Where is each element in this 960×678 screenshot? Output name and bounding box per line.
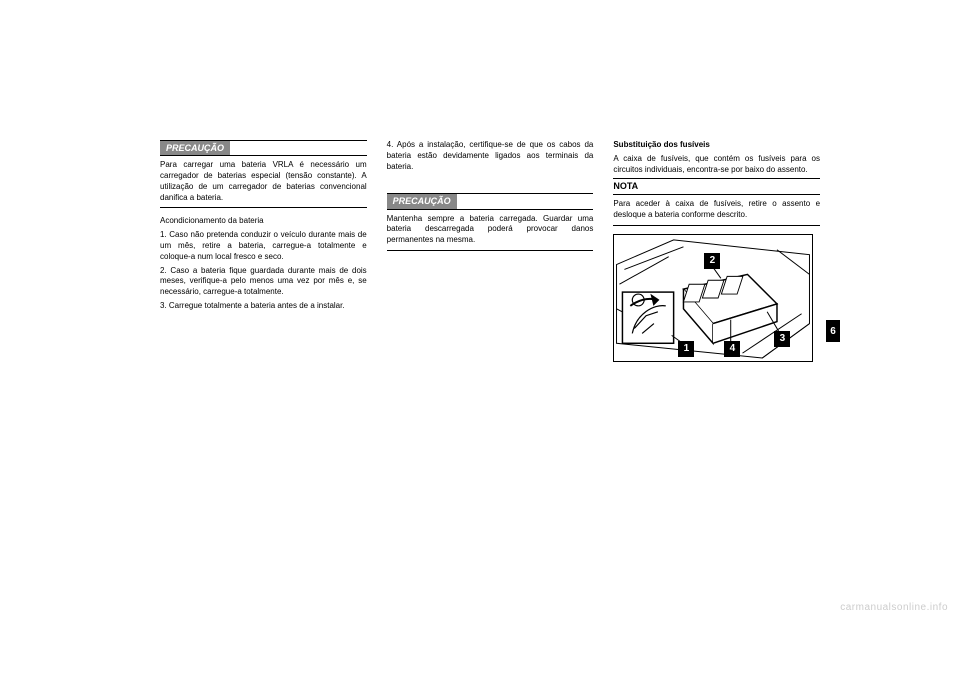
list-item: 2. Caso a bateria fique guardada durante… — [160, 266, 367, 298]
figure-callout-number: 1 — [678, 341, 694, 357]
body-text: Para aceder à caixa de fusíveis, retire … — [613, 199, 820, 221]
chapter-tab: 6 — [826, 320, 840, 342]
body-text: A caixa de fusíveis, que contém os fusív… — [613, 154, 820, 176]
figure-callout-number: 4 — [724, 341, 740, 357]
callout-box: PRECAUÇÃO — [387, 193, 594, 209]
divider — [613, 225, 820, 226]
nota-label: NOTA — [613, 181, 638, 191]
section-heading: Substituição dos fusíveis — [613, 140, 820, 151]
column-1: PRECAUÇÃO Para carregar uma bateria VRLA… — [160, 140, 367, 362]
body-text: Para carregar uma bateria VRLA é necessá… — [160, 160, 367, 203]
fuse-box-figure: 2 3 4 1 — [613, 234, 813, 362]
figure-callout-number: 3 — [774, 331, 790, 347]
nota-row: NOTA — [613, 178, 820, 195]
list-item: 1. Caso não pretenda conduzir o veículo … — [160, 230, 367, 262]
list-item: 3. Carregue totalmente a bateria antes d… — [160, 301, 367, 312]
divider — [387, 250, 594, 251]
watermark: carmanualsonline.info — [840, 602, 948, 613]
body-text: Mantenha sempre a bateria carregada. Gua… — [387, 214, 594, 246]
callout-box: PRECAUÇÃO — [160, 140, 367, 156]
callout-label: PRECAUÇÃO — [387, 194, 457, 208]
body-text: Acondicionamento da bateria — [160, 216, 367, 227]
column-3: Substituição dos fusíveis A caixa de fus… — [613, 140, 820, 362]
figure-callout-number: 2 — [704, 253, 720, 269]
callout-label: PRECAUÇÃO — [160, 141, 230, 155]
divider — [160, 207, 367, 208]
body-text: 4. Após a instalação, certifique-se de q… — [387, 140, 594, 172]
column-2: 4. Após a instalação, certifique-se de q… — [387, 140, 594, 362]
